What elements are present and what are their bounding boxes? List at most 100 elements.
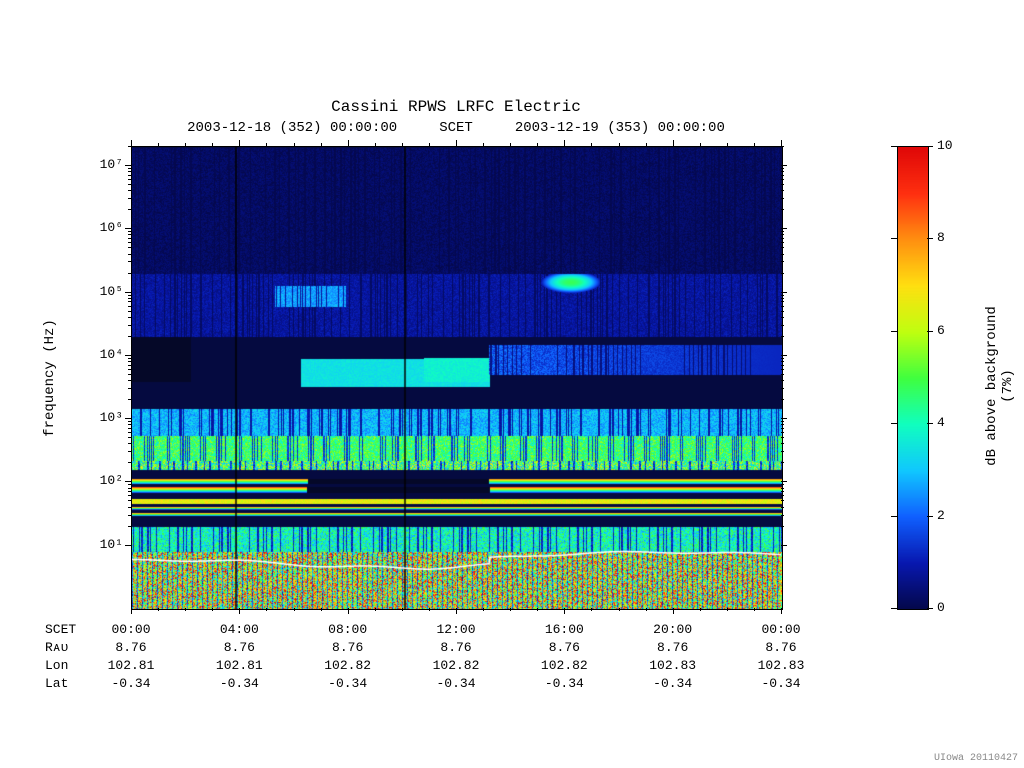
y-tick xyxy=(125,355,131,356)
y-tick-minor xyxy=(128,500,131,501)
y-tick-minor xyxy=(128,261,131,262)
x-tick-minor xyxy=(294,608,295,611)
x-tick-minor xyxy=(266,143,267,146)
x-row-value: 8.76 xyxy=(204,640,274,655)
y-tick-minor xyxy=(128,428,131,429)
y-tick-minor xyxy=(781,261,784,262)
x-tick-minor xyxy=(754,143,755,146)
y-tick-minor xyxy=(781,146,784,147)
x-tick xyxy=(781,140,782,146)
y-tick-minor xyxy=(128,484,131,485)
x-tick-minor xyxy=(321,143,322,146)
x-tick-minor xyxy=(483,608,484,611)
y-tick-minor xyxy=(128,491,131,492)
x-row-value: 04:00 xyxy=(204,622,274,637)
y-tick-minor xyxy=(128,231,131,232)
y-tick-minor xyxy=(128,495,131,496)
y-tick-minor xyxy=(781,424,784,425)
y-tick-minor xyxy=(781,179,784,180)
y-tick-minor xyxy=(128,361,131,362)
x-tick-minor xyxy=(185,608,186,611)
y-tick-minor xyxy=(128,515,131,516)
y-tick-minor xyxy=(781,437,784,438)
y-tick xyxy=(781,418,787,419)
x-tick xyxy=(239,140,240,146)
x-tick-minor xyxy=(591,608,592,611)
colorbar-tick xyxy=(927,146,933,147)
x-row-value: 16:00 xyxy=(529,622,599,637)
x-row-value: 8.76 xyxy=(529,640,599,655)
x-row-value: 102.82 xyxy=(529,658,599,673)
x-tick-minor xyxy=(375,143,376,146)
x-row-value: 8.76 xyxy=(96,640,166,655)
x-tick xyxy=(564,140,565,146)
x-tick-minor xyxy=(212,143,213,146)
spectrogram-canvas xyxy=(132,147,782,609)
x-row-value: -0.34 xyxy=(638,676,708,691)
figure-container: Cassini RPWS LRFC Electric 2003-12-18 (3… xyxy=(0,0,1024,768)
y-tick-minor xyxy=(128,336,131,337)
x-row-name: Lon xyxy=(45,658,68,673)
y-tick-label: 10⁷ xyxy=(83,157,123,172)
colorbar-tick-label: 4 xyxy=(937,415,945,430)
y-tick-minor xyxy=(781,238,784,239)
x-tick-minor xyxy=(402,608,403,611)
y-tick-minor xyxy=(128,184,131,185)
x-row-value: 102.83 xyxy=(638,658,708,673)
x-row-value: 08:00 xyxy=(313,622,383,637)
colorbar-label: dB above background (7%) xyxy=(984,286,1016,486)
colorbar-tick xyxy=(927,331,933,332)
y-tick-minor xyxy=(781,515,784,516)
x-tick xyxy=(781,608,782,614)
y-tick-minor xyxy=(781,273,784,274)
y-tick-minor xyxy=(781,365,784,366)
y-tick-minor xyxy=(781,301,784,302)
y-tick xyxy=(781,165,787,166)
y-tick-minor xyxy=(128,146,131,147)
colorbar-tick xyxy=(891,331,897,332)
y-tick-minor xyxy=(781,432,784,433)
x-tick xyxy=(673,140,674,146)
colorbar-tick xyxy=(927,238,933,239)
y-tick-minor xyxy=(781,336,784,337)
y-tick-minor xyxy=(781,428,784,429)
y-tick-minor xyxy=(128,358,131,359)
x-tick-minor xyxy=(700,608,701,611)
y-tick-minor xyxy=(128,507,131,508)
x-tick-minor xyxy=(266,608,267,611)
y-tick-minor xyxy=(781,361,784,362)
y-tick-minor xyxy=(781,488,784,489)
x-row-value: -0.34 xyxy=(746,676,816,691)
x-tick-minor xyxy=(754,608,755,611)
x-tick-minor xyxy=(510,143,511,146)
x-tick-minor xyxy=(646,143,647,146)
x-tick-minor xyxy=(429,143,430,146)
x-tick-minor xyxy=(294,143,295,146)
y-tick-minor xyxy=(128,273,131,274)
y-tick-minor xyxy=(128,238,131,239)
y-tick-minor xyxy=(781,311,784,312)
y-tick-minor xyxy=(781,462,784,463)
y-tick-minor xyxy=(128,380,131,381)
y-tick-minor xyxy=(128,190,131,191)
y-tick-minor xyxy=(781,190,784,191)
colorbar-tick-label: 6 xyxy=(937,323,945,338)
x-row-name: Lat xyxy=(45,676,68,691)
y-tick-minor xyxy=(781,234,784,235)
y-tick-minor xyxy=(781,325,784,326)
colorbar-tick xyxy=(891,608,897,609)
y-tick-minor xyxy=(781,500,784,501)
x-row-name: Rᴀᴜ xyxy=(45,640,68,655)
x-row-value: 8.76 xyxy=(421,640,491,655)
y-tick-minor xyxy=(781,242,784,243)
x-row-value: 8.76 xyxy=(313,640,383,655)
spectrogram-plot xyxy=(131,146,783,610)
x-tick xyxy=(131,140,132,146)
x-tick-minor xyxy=(537,143,538,146)
x-row-value: -0.34 xyxy=(313,676,383,691)
y-tick xyxy=(781,545,787,546)
y-tick-minor xyxy=(128,399,131,400)
y-tick-minor xyxy=(128,443,131,444)
x-row-value: 102.82 xyxy=(313,658,383,673)
colorbar-tick xyxy=(927,608,933,609)
